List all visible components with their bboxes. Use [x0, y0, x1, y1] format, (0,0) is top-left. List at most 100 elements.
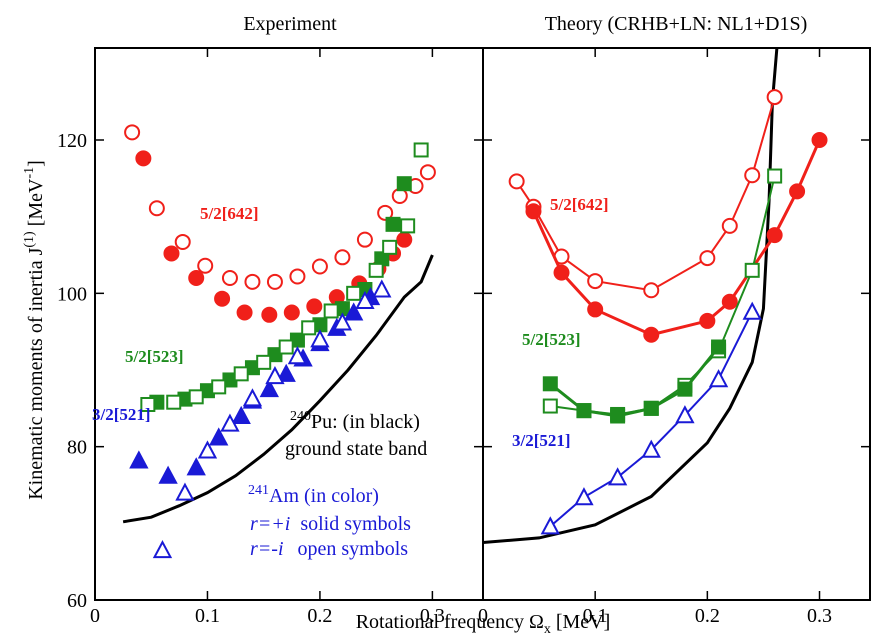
- point: [811, 132, 828, 148]
- x-tick-label: 0: [478, 605, 488, 627]
- point: [236, 304, 253, 321]
- point: [233, 366, 249, 382]
- point: [413, 142, 429, 158]
- point: [283, 304, 300, 321]
- y-label-unit-sup: -1: [22, 167, 37, 179]
- x-label-unit: [MeV]: [551, 611, 610, 633]
- point: [148, 200, 165, 217]
- point: [396, 231, 413, 248]
- y-tick-label: 120: [57, 130, 87, 152]
- note-text: open symbols: [298, 538, 409, 560]
- point: [323, 303, 339, 319]
- point: [400, 218, 416, 234]
- point: [610, 408, 626, 424]
- point: [767, 168, 783, 184]
- plot-area: [483, 48, 828, 544]
- point: [708, 369, 729, 388]
- x-axis-label: Rotational frequency Ωx [MeV]: [356, 611, 611, 637]
- note: r=+i solid symbols: [250, 513, 411, 535]
- point: [542, 376, 558, 392]
- note: 240Pu: (in black): [290, 409, 420, 433]
- note-text: Am (in color): [269, 485, 379, 507]
- series-line: [122, 254, 434, 524]
- point: [256, 354, 272, 370]
- point: [355, 290, 375, 309]
- point: [368, 262, 384, 278]
- series-line: [483, 48, 779, 544]
- plot-frame: [482, 47, 871, 601]
- point: [242, 388, 263, 407]
- point: [385, 216, 401, 232]
- point: [766, 227, 783, 244]
- point: [276, 363, 296, 382]
- point: [334, 249, 351, 266]
- point: [175, 482, 195, 501]
- point: [152, 540, 173, 559]
- point: [641, 439, 661, 458]
- point: [675, 405, 695, 424]
- point: [140, 397, 156, 412]
- point: [124, 124, 141, 141]
- y-tick-label: 100: [57, 283, 87, 305]
- orbital-label: 5/2[523]: [522, 330, 581, 349]
- point: [301, 320, 317, 336]
- point: [186, 457, 206, 476]
- orbital-label: 5/2[523]: [125, 347, 184, 366]
- point: [587, 273, 604, 290]
- point: [289, 268, 306, 285]
- x-label-sub: x: [544, 622, 551, 637]
- orbital-label: 3/2[521]: [512, 431, 571, 450]
- x-label-text: Rotational frequency Ω: [356, 611, 544, 633]
- point: [188, 389, 204, 405]
- point: [699, 312, 716, 329]
- point: [789, 183, 806, 200]
- plot-area: [122, 124, 436, 559]
- point: [278, 339, 294, 355]
- point: [163, 245, 180, 262]
- point: [677, 381, 693, 397]
- y-label-close: ]: [25, 160, 47, 167]
- point: [607, 467, 628, 486]
- point: [332, 312, 353, 331]
- point: [158, 465, 178, 484]
- point: [214, 290, 231, 307]
- point: [220, 413, 240, 432]
- point: [643, 326, 660, 343]
- point: [766, 89, 783, 106]
- point: [265, 366, 285, 385]
- point: [221, 270, 238, 286]
- point: [587, 301, 604, 318]
- point: [306, 298, 323, 315]
- y-tick-label: 60: [67, 590, 87, 612]
- point: [372, 279, 392, 298]
- note: ground state band: [285, 438, 427, 460]
- orbital-label: 3/2[521]: [92, 405, 151, 424]
- note: 241Am (in color): [248, 483, 379, 507]
- point: [244, 273, 261, 290]
- x-tick-label: 0.2: [695, 605, 720, 627]
- note-text: solid symbols: [300, 513, 411, 535]
- note-sup: 240: [290, 409, 311, 424]
- point: [344, 302, 364, 321]
- point: [542, 398, 558, 414]
- point: [266, 273, 283, 290]
- notes: 240Pu: (in black) ground state band 241A…: [248, 409, 427, 560]
- point: [261, 306, 278, 323]
- point: [525, 203, 542, 220]
- point: [382, 239, 398, 255]
- point: [197, 440, 218, 459]
- orbital-label: 5/2[642]: [200, 204, 259, 223]
- y-label-unit: [MeV: [25, 178, 47, 231]
- point: [166, 394, 182, 410]
- point: [643, 282, 660, 299]
- point: [231, 405, 251, 424]
- point: [310, 329, 330, 348]
- point: [135, 150, 152, 167]
- point: [508, 173, 525, 190]
- point: [209, 427, 229, 446]
- point: [174, 233, 191, 250]
- point: [742, 301, 762, 320]
- note-symbol: r=-i: [250, 538, 284, 560]
- x-tick-label: 0: [90, 605, 100, 627]
- note: r=-i open symbols: [250, 538, 408, 560]
